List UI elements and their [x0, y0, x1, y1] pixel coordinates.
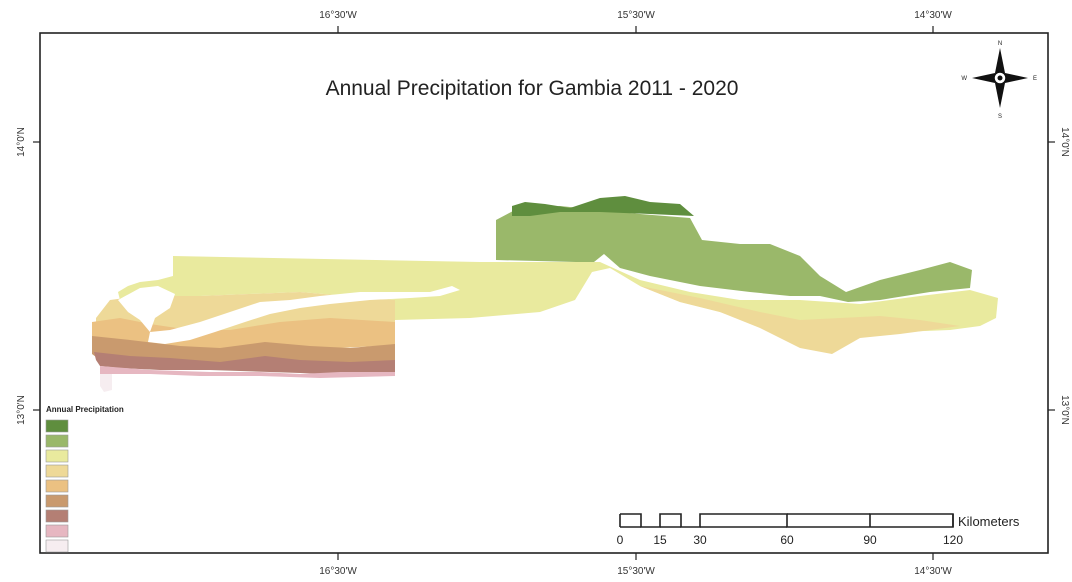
compass-south: S [998, 114, 1002, 120]
legend-swatch [45, 509, 69, 523]
gambia-map [92, 196, 998, 392]
legend-swatch [45, 494, 69, 508]
zone-light-yellow-west [118, 256, 575, 320]
compass-west: W [961, 76, 967, 82]
compass-north: N [998, 41, 1002, 47]
compass-east: E [1033, 76, 1037, 82]
legend-swatch [45, 524, 69, 538]
legend-swatch [45, 464, 69, 478]
zone-pale [100, 374, 112, 392]
legend-swatch [45, 539, 69, 553]
coord-bottom-2: 15°30'W [617, 566, 655, 577]
coord-top-2: 15°30'W [617, 10, 655, 21]
coord-top-3: 14°30'W [914, 10, 952, 21]
legend-swatch [45, 434, 69, 448]
map-title: Annual Precipitation for Gambia 2011 - 2… [326, 77, 739, 100]
scale-unit: Kilometers [958, 514, 1020, 529]
legend-swatch [45, 449, 69, 463]
river-estuary [118, 286, 175, 332]
scale-tick-30: 30 [693, 533, 707, 547]
coord-top-1: 16°30'W [319, 10, 357, 21]
zone-green [496, 206, 972, 302]
legend: Annual Precipitation [45, 405, 124, 553]
zone-tan-east [640, 286, 960, 354]
coord-left-1: 14°0'N [16, 127, 27, 157]
river-gambia [148, 286, 460, 344]
scale-tick-90: 90 [863, 533, 877, 547]
legend-swatch [45, 479, 69, 493]
coord-right-1: 14°0'N [1059, 127, 1070, 157]
scale-tick-15: 15 [653, 533, 667, 547]
scale-tick-120: 120 [943, 533, 963, 547]
zone-red-brown [94, 352, 395, 374]
scale-tick-0: 0 [617, 533, 624, 547]
legend-title: Annual Precipitation [46, 405, 124, 414]
legend-swatch [45, 419, 69, 433]
scale-tick-60: 60 [780, 533, 794, 547]
coord-right-2: 13°0'N [1059, 395, 1070, 425]
coord-bottom-3: 14°30'W [914, 566, 952, 577]
coord-bottom-1: 16°30'W [319, 566, 357, 577]
coord-left-2: 13°0'N [16, 395, 27, 425]
north-arrow-icon: N S E W [961, 41, 1037, 120]
zone-dark-green [512, 196, 694, 216]
zone-pink [100, 366, 395, 380]
graticule-ticks [33, 26, 1055, 560]
scale-bar: 0 15 30 60 90 120 Kilometers [617, 513, 1020, 547]
